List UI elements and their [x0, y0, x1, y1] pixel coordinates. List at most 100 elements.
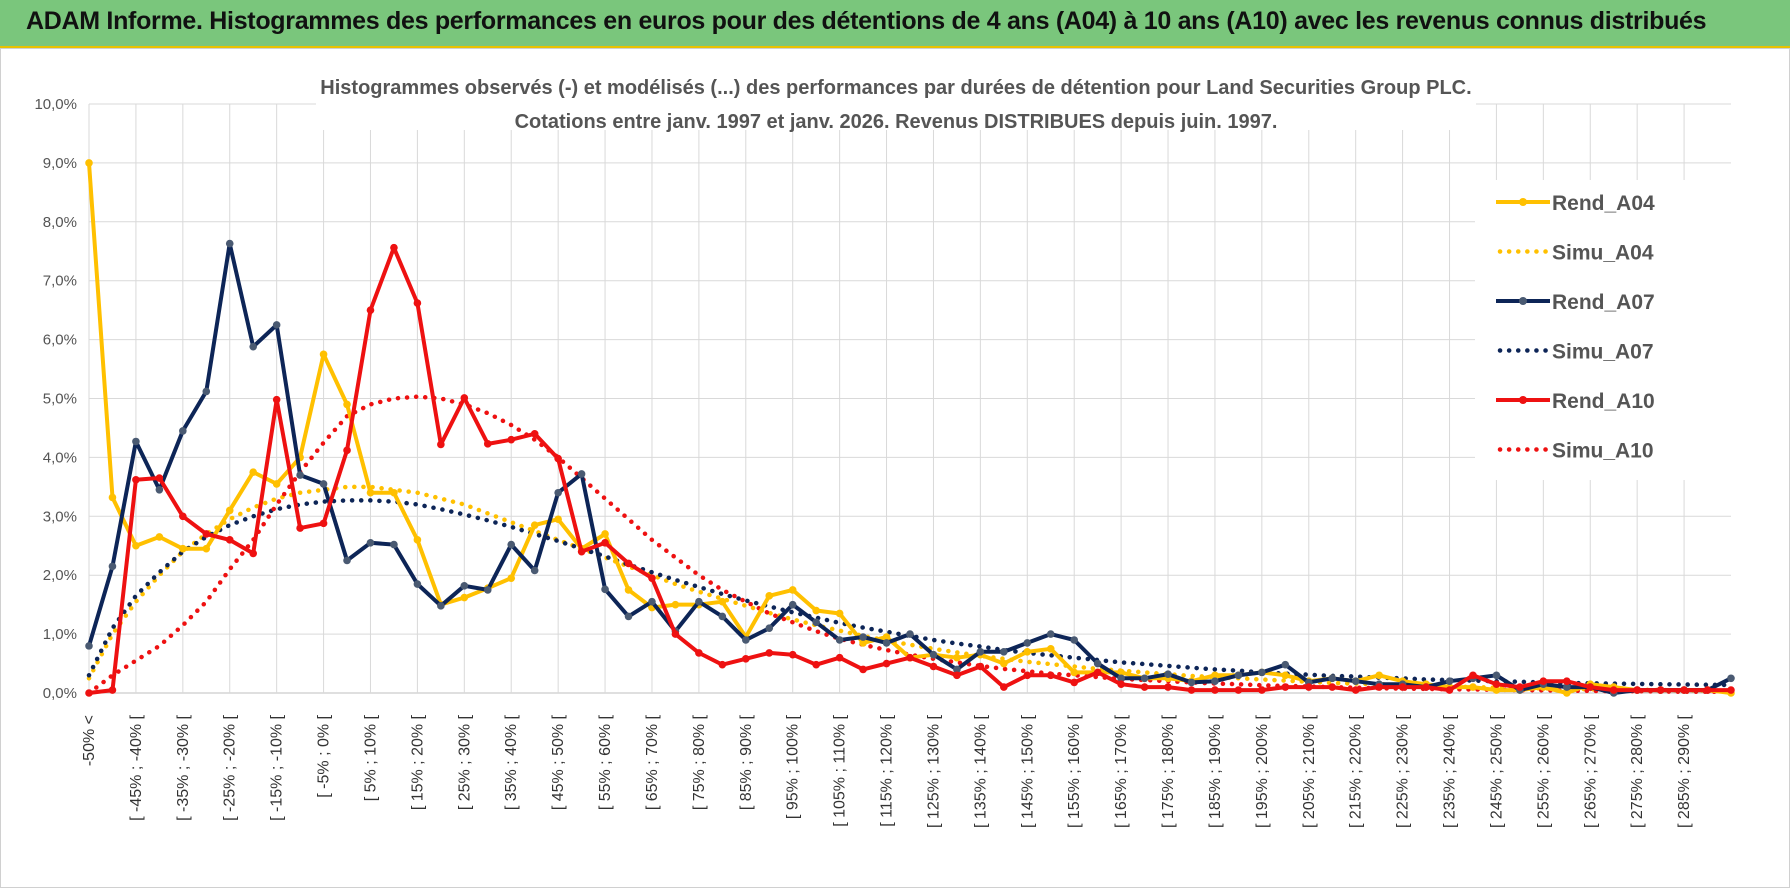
- data-point-rend-a07: [507, 540, 516, 549]
- x-tick-label: [ 155% ; 160% [: [1066, 714, 1083, 828]
- data-point-rend-a07: [390, 540, 398, 549]
- x-tick-label: [ 125% ; 130% [: [925, 714, 942, 828]
- data-point-rend-a10: [835, 653, 844, 662]
- data-point-rend-a10: [1164, 683, 1172, 691]
- data-point-rend-a04: [390, 488, 398, 497]
- x-tick-label: [ 285% ; 290% [: [1676, 714, 1693, 828]
- data-point-rend-a04: [1023, 647, 1032, 656]
- x-tick-label: [ 175% ; 180% [: [1160, 714, 1177, 828]
- series-line-simu-a10: [86, 394, 1734, 696]
- data-point-rend-a07: [1093, 659, 1102, 668]
- data-point-rend-a10: [108, 686, 117, 694]
- data-point-rend-a10: [624, 559, 633, 568]
- data-point-rend-a07: [296, 471, 304, 479]
- data-point-rend-a07: [202, 387, 211, 396]
- data-point-rend-a04: [788, 586, 797, 594]
- data-point-rend-a04: [507, 574, 516, 582]
- data-point-rend-a07: [554, 488, 562, 497]
- x-tick-label: [ 235% ; 240% [: [1442, 714, 1459, 828]
- data-point-rend-a07: [1258, 668, 1266, 677]
- data-point-rend-a07: [859, 633, 867, 641]
- data-point-rend-a10: [225, 536, 234, 544]
- x-tick-label: [ -45% ; -40% [: [128, 714, 145, 820]
- legend-marker-rend-a07: [1519, 297, 1527, 305]
- data-point-rend-a10: [929, 662, 938, 671]
- x-tick-label: [ 265% ; 270% [: [1582, 714, 1599, 828]
- data-point-rend-a10: [1563, 677, 1571, 686]
- data-point-rend-a04: [601, 530, 609, 538]
- y-tick-label: 3,0%: [43, 508, 77, 525]
- data-point-rend-a04: [718, 597, 727, 606]
- data-point-rend-a04: [460, 593, 469, 602]
- data-point-rend-a04: [225, 506, 234, 515]
- data-point-rend-a07: [437, 602, 445, 610]
- data-point-rend-a04: [132, 541, 140, 550]
- data-point-rend-a07: [460, 582, 469, 590]
- data-point-rend-a10: [1328, 683, 1337, 691]
- series-line-simu-a07: [86, 498, 1734, 688]
- header-banner: ADAM Informe. Histogrammes des performan…: [0, 0, 1790, 48]
- x-tick-label: [ -35% ; -30% [: [175, 714, 192, 820]
- data-point-rend-a04: [366, 488, 375, 497]
- data-point-rend-a10: [202, 530, 211, 538]
- y-tick-label: 4,0%: [43, 449, 77, 466]
- data-point-rend-a10: [1023, 671, 1032, 680]
- data-point-rend-a04: [671, 600, 680, 609]
- data-point-rend-a07: [1117, 674, 1125, 683]
- data-point-rend-a10: [437, 440, 445, 449]
- data-point-rend-a04: [530, 521, 539, 529]
- data-point-rend-a04: [272, 480, 281, 488]
- data-point-rend-a10: [1516, 683, 1524, 691]
- data-point-rend-a10: [906, 653, 914, 662]
- data-point-rend-a10: [1093, 668, 1102, 677]
- data-point-rend-a04: [1492, 686, 1501, 694]
- data-point-rend-a10: [390, 243, 398, 252]
- data-point-rend-a10: [1304, 683, 1313, 691]
- data-point-rend-a10: [976, 662, 985, 671]
- data-point-rend-a04: [1211, 671, 1219, 680]
- legend-label-rend-a10: Rend_A10: [1552, 390, 1655, 413]
- data-point-rend-a10: [132, 475, 140, 484]
- data-point-rend-a04: [249, 468, 257, 476]
- x-tick-label: [ 165% ; 170% [: [1113, 714, 1130, 828]
- data-point-rend-a10: [1117, 680, 1125, 688]
- x-tick-label: [ -25% ; -20% [: [222, 714, 239, 820]
- data-point-rend-a07: [1046, 630, 1055, 638]
- data-point-rend-a10: [953, 671, 961, 680]
- data-point-rend-a07: [483, 586, 492, 594]
- data-point-rend-a04: [85, 159, 93, 167]
- data-point-rend-a10: [1046, 671, 1055, 680]
- data-point-rend-a10: [1727, 686, 1735, 694]
- title-background: [316, 70, 1476, 130]
- data-point-rend-a10: [601, 539, 609, 547]
- x-tick-label: [ 105% ; 110% [: [832, 714, 849, 826]
- data-point-rend-a10: [1680, 686, 1688, 694]
- data-point-rend-a07: [155, 485, 164, 494]
- data-point-rend-a10: [742, 655, 750, 663]
- data-point-rend-a10: [366, 306, 375, 314]
- data-point-rend-a10: [1469, 671, 1477, 680]
- data-point-rend-a04: [554, 515, 562, 524]
- data-point-rend-a07: [929, 650, 938, 659]
- x-tick-label: [ -5% ; 0% [: [316, 714, 333, 797]
- data-point-rend-a04: [1563, 689, 1571, 697]
- y-tick-label: 8,0%: [43, 214, 77, 231]
- data-point-rend-a07: [179, 427, 187, 435]
- data-point-rend-a07: [1727, 674, 1735, 683]
- y-tick-label: 10,0%: [34, 96, 77, 113]
- data-point-rend-a07: [906, 630, 914, 638]
- data-point-rend-a07: [249, 342, 257, 351]
- data-point-rend-a10: [577, 547, 586, 556]
- x-tick-label: [ 255% ; 260% [: [1535, 714, 1552, 828]
- data-point-rend-a10: [413, 299, 422, 307]
- data-point-rend-a07: [1023, 639, 1032, 647]
- data-point-rend-a07: [1164, 670, 1172, 678]
- data-point-rend-a04: [1117, 668, 1125, 677]
- y-tick-label: 7,0%: [43, 273, 77, 290]
- data-point-rend-a07: [718, 612, 727, 621]
- data-point-rend-a07: [976, 647, 985, 656]
- data-point-rend-a07: [225, 239, 234, 248]
- data-point-rend-a07: [1563, 683, 1571, 691]
- x-tick-label: -50% <: [81, 715, 98, 766]
